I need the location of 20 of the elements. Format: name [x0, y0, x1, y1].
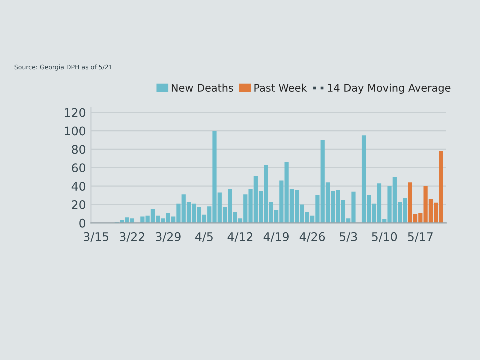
legend-label: New Deaths	[172, 84, 234, 92]
x-tick-label: 5/10	[372, 232, 398, 242]
y-tick-label: 100	[65, 126, 86, 136]
y-tick-label: 60	[72, 164, 86, 173]
y-tick-label: 40	[72, 182, 86, 191]
x-tick-label: 3/29	[156, 232, 181, 242]
y-tick-label: 80	[72, 145, 86, 154]
x-tick-label: 4/5	[196, 232, 213, 242]
y-tick-label: 120	[65, 108, 86, 118]
y-tick-label: 20	[72, 200, 86, 210]
x-tick-label: 3/15	[84, 232, 109, 242]
y-tick-label: 0	[80, 218, 86, 228]
x-tick-label: 5/17	[408, 232, 433, 242]
legend-label: Past Week	[254, 84, 308, 92]
legend-label: 14 Day Moving Average	[328, 84, 451, 94]
x-tick-label: 5/3	[340, 232, 358, 242]
x-tick-label: 3/22	[120, 232, 144, 242]
x-tick-label: 4/26	[300, 232, 326, 242]
x-tick-label: 4/19	[264, 232, 289, 242]
x-tick-label: 4/12	[228, 232, 253, 242]
